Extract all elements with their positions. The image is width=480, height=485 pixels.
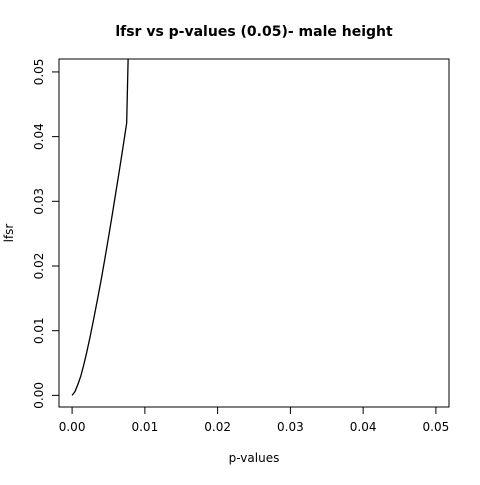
y-tick-label: 0.02	[32, 253, 46, 280]
y-tick-label: 0.05	[32, 59, 46, 86]
x-tick-label: 0.01	[131, 420, 158, 434]
plot-frame	[58, 58, 450, 408]
y-tick-label: 0.00	[32, 382, 46, 409]
y-tick-label: 0.01	[32, 317, 46, 344]
x-axis-label: p-values	[229, 451, 280, 465]
y-tick-label: 0.03	[32, 188, 46, 215]
x-axis: 0.00 0.01 0.02 0.03 0.04 0.05	[59, 406, 450, 434]
x-tick-label: 0.04	[350, 420, 377, 434]
x-tick-label: 0.02	[204, 420, 231, 434]
x-tick-label: 0.00	[59, 420, 86, 434]
y-tick-label: 0.04	[32, 123, 46, 150]
y-axis: 0.00 0.01 0.02 0.03 0.04 0.05	[32, 59, 60, 409]
x-tick-label: 0.05	[423, 420, 450, 434]
y-axis-label: lfsr	[2, 224, 16, 243]
series-layer	[71, 59, 129, 396]
x-tick-label: 0.03	[277, 420, 304, 434]
series-line	[71, 59, 129, 396]
chart-title: lfsr vs p-values (0.05)- male height	[115, 24, 393, 40]
